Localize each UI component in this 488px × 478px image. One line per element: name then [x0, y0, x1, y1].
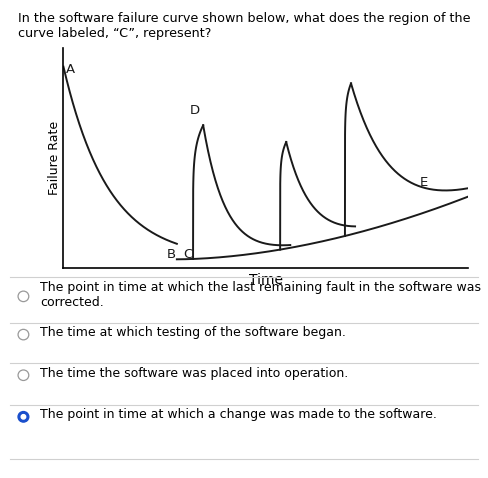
Text: A: A	[65, 63, 75, 76]
Text: D: D	[190, 104, 200, 117]
Text: B: B	[167, 248, 176, 261]
Text: The time the software was placed into operation.: The time the software was placed into op…	[40, 367, 348, 380]
Text: The point in time at which the last remaining fault in the software was
correcte: The point in time at which the last rema…	[40, 281, 481, 309]
Text: The time at which testing of the software began.: The time at which testing of the softwar…	[40, 326, 346, 339]
Y-axis label: Failure Rate: Failure Rate	[48, 120, 61, 195]
Text: In the software failure curve shown below, what does the region of the
curve lab: In the software failure curve shown belo…	[18, 12, 470, 40]
Text: C: C	[183, 248, 192, 261]
Text: The point in time at which a change was made to the software.: The point in time at which a change was …	[40, 408, 437, 421]
X-axis label: Time: Time	[249, 273, 283, 287]
Text: E: E	[420, 176, 428, 189]
